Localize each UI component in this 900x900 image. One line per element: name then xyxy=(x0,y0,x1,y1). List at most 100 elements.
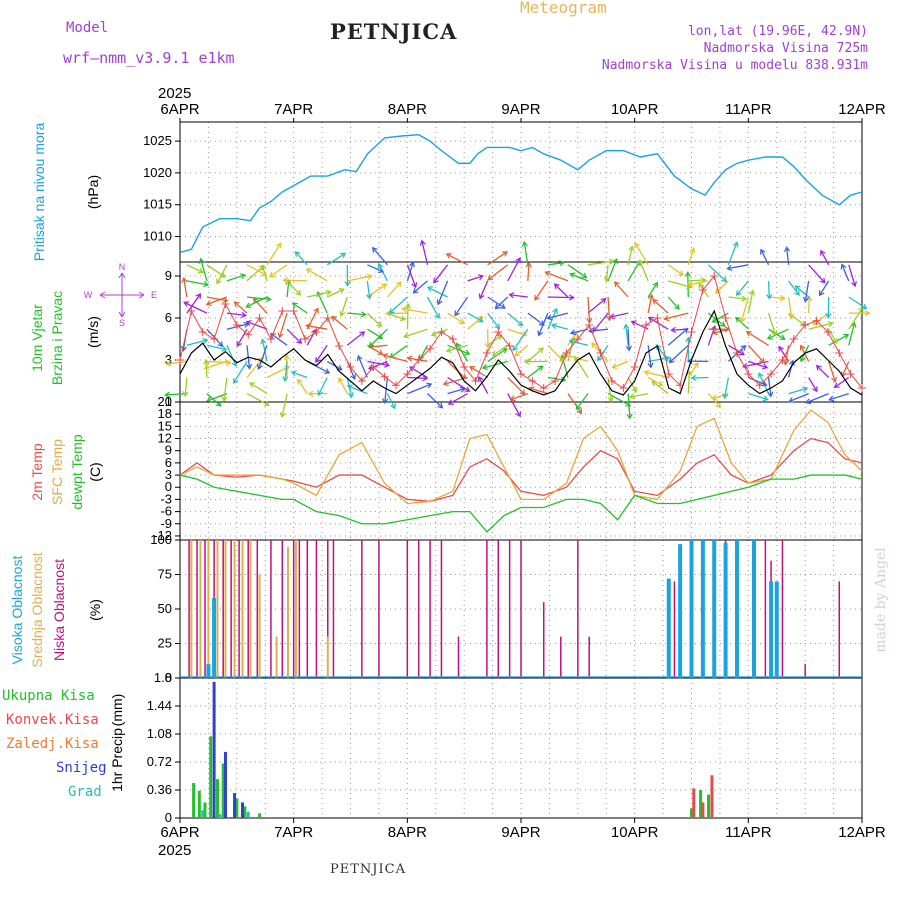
wind-arrow xyxy=(366,312,382,327)
year-label-top: 2025 xyxy=(158,85,191,102)
wind-gust-marker xyxy=(630,363,639,371)
wind-arrow xyxy=(509,294,528,298)
wind-arrow xyxy=(292,302,308,314)
wind-arrow xyxy=(787,296,793,319)
wind-arrow-head xyxy=(766,293,773,300)
wind-arrow-head xyxy=(456,342,462,349)
wind-arrow-head xyxy=(569,329,576,336)
cloud-bar xyxy=(417,540,420,678)
cloud-bar xyxy=(508,540,511,678)
wind-arrow-head xyxy=(198,257,205,264)
wind-arrow-head xyxy=(668,357,675,364)
sfc-temp-line xyxy=(179,409,863,505)
mid-cloud-axis-label: Srednja Oblacnost xyxy=(29,552,45,667)
wind-arrow xyxy=(246,265,265,282)
wind-arrow xyxy=(778,346,790,362)
cloud-bar xyxy=(678,544,683,678)
wind-arrow xyxy=(808,377,818,392)
wind-arrow xyxy=(249,382,268,395)
wind-arrow xyxy=(286,280,301,296)
wind-arrow-head xyxy=(638,259,645,266)
wind-gust-marker xyxy=(539,384,548,392)
wind-arrow xyxy=(664,312,689,320)
wind-arrow-head xyxy=(282,376,289,383)
wind-arrow xyxy=(386,281,402,298)
wind-arrow-head xyxy=(719,321,726,327)
wind-gust-marker xyxy=(278,307,287,315)
cloud-bar xyxy=(292,540,295,678)
wind-arrow-head xyxy=(340,252,347,259)
wind-arrow xyxy=(340,296,348,317)
wind-gust-marker xyxy=(664,370,673,378)
wind-arrow-head xyxy=(794,285,801,291)
wind-arrow-head xyxy=(739,316,746,324)
wind-arrow xyxy=(828,361,836,382)
y-tick-label: 0 xyxy=(165,670,172,685)
wind-arrow xyxy=(567,393,582,414)
wind-arrow-head xyxy=(447,399,454,405)
wind-arrow xyxy=(206,344,227,351)
wind-arrow-head xyxy=(689,247,696,254)
wind-arrow xyxy=(527,312,545,326)
temp-2m-axis-label: 2m Temp xyxy=(29,443,45,501)
wind-arrow xyxy=(820,250,830,266)
wind-arrow-head xyxy=(647,362,654,369)
wind-arrow xyxy=(253,298,268,314)
wind-arrow-head xyxy=(721,276,728,283)
wind-arrow-head xyxy=(568,338,575,345)
wind-arrow-head xyxy=(409,261,415,268)
wind-arrow-head xyxy=(575,404,582,411)
wind-gust-marker xyxy=(676,381,685,390)
wind-arrow-head xyxy=(831,376,837,383)
wind-gust-marker xyxy=(573,335,582,343)
wind-arrow-head xyxy=(592,326,599,333)
wind-arrow-head xyxy=(307,390,314,397)
wind-arrow-head xyxy=(634,242,640,249)
wind-arrow-head xyxy=(294,251,301,257)
wind-arrow xyxy=(667,264,684,276)
x-tick-label-top: 10APR xyxy=(611,101,659,118)
wind-arrow xyxy=(627,246,633,265)
wind-arrow-head xyxy=(850,321,857,328)
cloud-bar xyxy=(666,578,671,678)
y-tick-label: 18 xyxy=(158,406,172,421)
precip-bar xyxy=(710,775,714,818)
wind-arrow-head xyxy=(523,358,530,365)
wind-arrow xyxy=(357,355,368,378)
wind-arrow-head xyxy=(422,375,429,382)
precip-bar xyxy=(192,783,196,818)
wind-arrow xyxy=(426,296,440,319)
wind-arrow xyxy=(246,393,270,406)
wind-arrow xyxy=(788,392,809,403)
cloud-bar xyxy=(838,581,841,678)
wind-arrow-head xyxy=(534,294,540,301)
y-tick-label: 1.44 xyxy=(147,698,172,713)
wind-gust-marker xyxy=(471,377,480,385)
wind-arrow xyxy=(437,280,449,305)
wind-arrow-head xyxy=(611,363,618,369)
wind-arrow-head xyxy=(245,302,252,309)
wind-arrow-head xyxy=(325,289,332,296)
wind-arrow-head xyxy=(236,340,242,347)
wind-arrow-head xyxy=(608,258,615,265)
wind-arrow xyxy=(567,336,575,362)
wind-arrow xyxy=(447,344,470,355)
wind-arrow xyxy=(409,366,428,379)
wind-arrow xyxy=(367,360,390,367)
wind-arrow xyxy=(647,345,652,368)
precip-bar xyxy=(233,793,237,818)
wind-arrow-head xyxy=(546,314,553,321)
wind-arrow xyxy=(735,317,749,330)
wind-arrow xyxy=(808,264,826,284)
wind-arrow xyxy=(387,312,406,321)
wind-arrow xyxy=(647,294,653,314)
wind-arrow-head xyxy=(711,394,718,401)
wind-gust-marker xyxy=(482,349,491,357)
wind-arrow-head xyxy=(784,246,791,253)
wind-arrow-head xyxy=(313,307,319,314)
wind-arrow-head xyxy=(378,267,385,274)
wind-arrow xyxy=(433,264,449,284)
wind-arrow xyxy=(547,344,565,363)
x-tick-label-bottom: 10APR xyxy=(611,824,659,841)
pressure-line xyxy=(179,134,863,254)
